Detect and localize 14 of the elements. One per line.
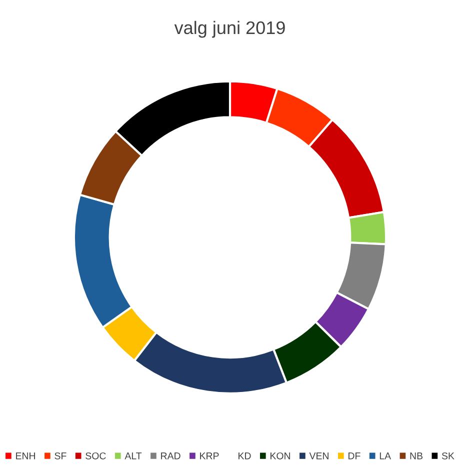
legend-label: NB xyxy=(410,452,423,460)
legend-label: VEN xyxy=(309,452,328,460)
legend-label: KON xyxy=(270,452,290,460)
legend-label: LA xyxy=(380,452,392,460)
legend-label: ENH xyxy=(16,452,35,460)
legend-label: SOC xyxy=(86,452,106,460)
legend-label: SF xyxy=(54,452,66,460)
legend-label: KRP xyxy=(200,452,219,460)
legend-label: ALT xyxy=(124,452,142,460)
legend-label: SK xyxy=(442,452,454,460)
chart-title: valg juni 2019 xyxy=(174,20,285,38)
legend-label: DF xyxy=(348,452,360,460)
legend-label: RAD xyxy=(161,452,180,460)
category-label: KD xyxy=(238,452,251,460)
